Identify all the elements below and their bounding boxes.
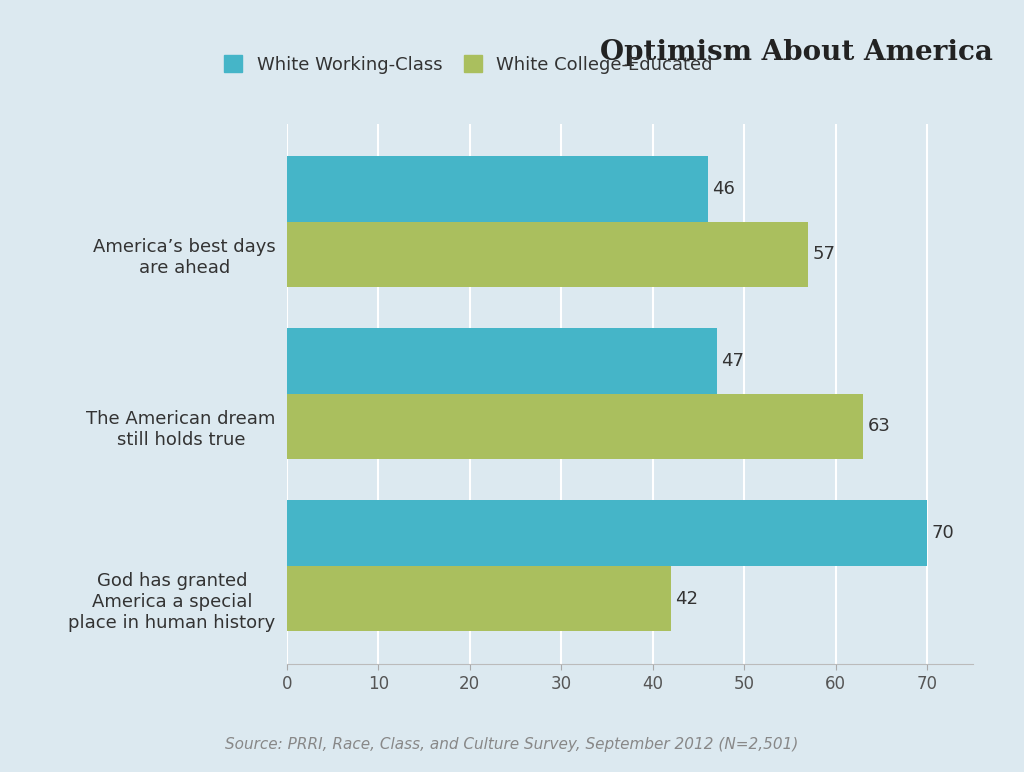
Text: 57: 57 [813,245,836,263]
Legend: White Working-Class, White College-Educated: White Working-Class, White College-Educa… [224,56,713,73]
Bar [287,328,717,394]
Bar [287,156,708,222]
Text: 70: 70 [932,524,954,542]
Bar [287,394,863,459]
Bar [287,566,671,631]
Text: Source: PRRI, Race, Class, and Culture Survey, September 2012 (N=2,501): Source: PRRI, Race, Class, and Culture S… [225,736,799,752]
Text: Optimism About America: Optimism About America [600,39,993,66]
Bar [287,222,808,287]
Text: 47: 47 [721,352,744,370]
Bar [287,500,927,566]
Text: 63: 63 [867,418,891,435]
Text: 46: 46 [712,180,735,198]
Text: 42: 42 [676,590,698,608]
